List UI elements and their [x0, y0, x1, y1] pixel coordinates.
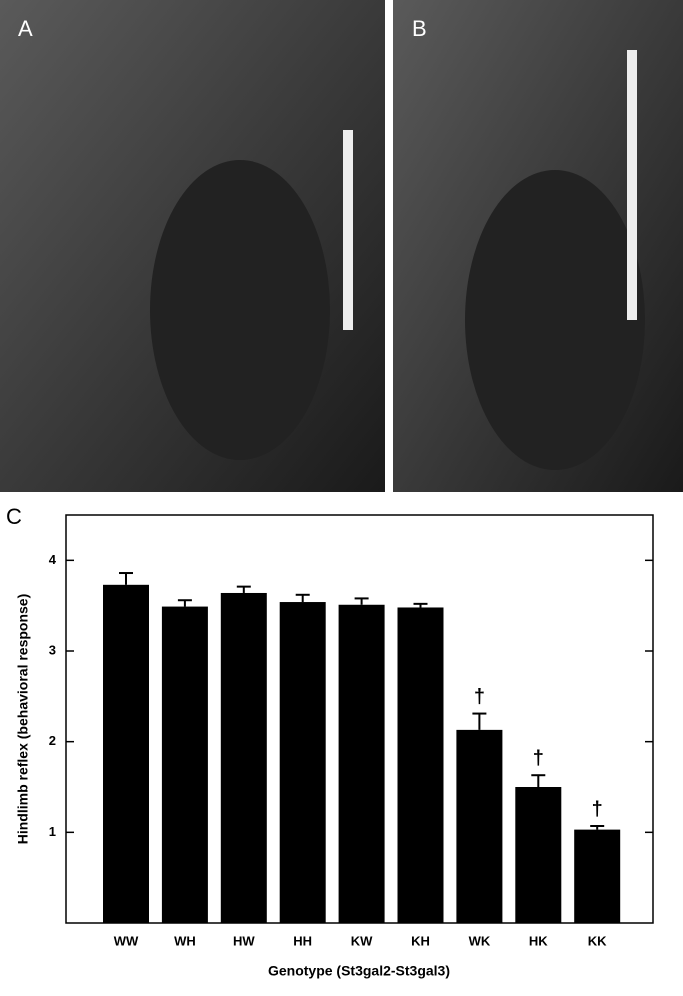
x-tick-label: KH	[411, 933, 430, 948]
bar	[338, 604, 385, 923]
bar	[161, 606, 208, 923]
panel-label: B	[412, 16, 427, 41]
x-tick-label: HW	[233, 933, 255, 948]
bar	[103, 584, 149, 923]
mouse-b	[465, 170, 645, 470]
bar	[515, 787, 562, 923]
y-tick-label: 2	[49, 733, 56, 748]
x-tick-label: KW	[351, 933, 373, 948]
panel-label: C	[6, 504, 22, 529]
panel-label: A	[18, 16, 33, 41]
y-tick-label: 4	[49, 552, 57, 567]
x-tick-label: HH	[293, 933, 312, 948]
y-tick-label: 3	[49, 642, 56, 657]
bar	[397, 607, 444, 923]
bar	[279, 602, 326, 923]
x-axis-label: Genotype (St3gal2-St3gal3)	[268, 963, 450, 979]
mouse-a	[150, 160, 330, 460]
bar	[220, 592, 267, 923]
significance-mark: †	[592, 798, 603, 820]
y-tick-label: 1	[49, 824, 56, 839]
bar	[456, 729, 503, 923]
x-tick-label: KK	[588, 933, 607, 948]
light-reflection	[343, 130, 353, 330]
bar	[574, 829, 621, 923]
x-tick-label: WW	[114, 933, 139, 948]
light-reflection	[627, 50, 637, 320]
x-tick-label: WH	[174, 933, 196, 948]
y-axis-label: Hindlimb reflex (behavioral response)	[15, 594, 31, 845]
x-tick-label: WK	[469, 933, 491, 948]
significance-mark: †	[474, 686, 485, 708]
significance-mark: †	[533, 747, 544, 769]
x-tick-label: HK	[529, 933, 548, 948]
